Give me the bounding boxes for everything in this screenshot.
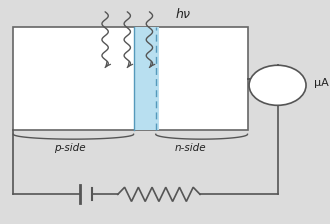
Circle shape: [249, 65, 306, 105]
Text: n-side: n-side: [175, 143, 206, 153]
Bar: [13, 27, 247, 130]
Bar: [134, 27, 159, 130]
Text: μA: μA: [314, 78, 329, 88]
Text: p-side: p-side: [54, 143, 86, 153]
Text: $h\nu$: $h\nu$: [175, 7, 191, 21]
